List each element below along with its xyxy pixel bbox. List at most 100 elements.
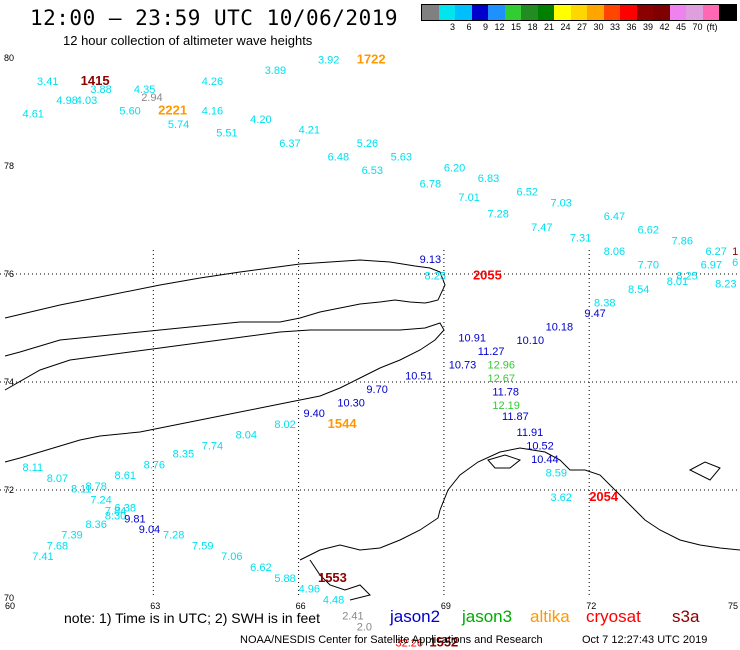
wave-height-label: 10.30	[337, 397, 365, 409]
colorbar-swatch	[455, 5, 472, 20]
colorbar-label: 6	[466, 22, 472, 32]
lat-tick-label: 80	[4, 53, 14, 63]
wave-height-label: 12.96	[487, 360, 515, 372]
colorbar-label: 27	[576, 22, 587, 32]
wave-height-label: 9.47	[584, 308, 605, 320]
wave-height-label: 9.81	[124, 513, 145, 525]
wave-height-label: 9.13	[420, 254, 441, 266]
time-label: 2055	[473, 267, 502, 282]
wave-height-label: 7.28	[163, 530, 184, 542]
wave-height-label: 4.16	[202, 106, 223, 118]
wave-height-label: 3.88	[90, 84, 111, 96]
lat-tick-label: 78	[4, 161, 14, 171]
wave-height-label: 4.35	[134, 84, 155, 96]
wave-height-label: 6.62	[250, 562, 271, 574]
wave-height-label: 6.97	[701, 260, 722, 272]
colorbar-swatch	[521, 5, 538, 20]
wave-height-label: 7.47	[531, 222, 552, 234]
wave-height-label: 32.26	[395, 638, 423, 650]
wave-height-label: 5.88	[274, 573, 295, 585]
colorbar-label: 18	[527, 22, 538, 32]
wave-height-label: 6.53	[362, 165, 383, 177]
novaya-zemlya-coast	[4, 259, 446, 357]
wave-height-label: 8.06	[604, 246, 625, 258]
legend-item-jason3: jason3	[462, 607, 513, 626]
colorbar-label: 42	[659, 22, 670, 32]
wave-height-label: 11.27	[478, 346, 505, 358]
colorbar-label: 70	[692, 22, 703, 32]
mainland-coast	[299, 509, 441, 561]
colorbar-swatch	[438, 5, 455, 20]
wave-height-label: 4.98	[56, 95, 77, 107]
wave-height-label: 10.18	[546, 322, 574, 334]
time-label: 2054	[589, 489, 619, 504]
wave-height-label: 9.04	[139, 524, 160, 536]
wave-height-label: 9.40	[303, 408, 324, 420]
wave-height-label: 8.25	[425, 270, 446, 282]
wave-height-label: 8.04	[236, 430, 257, 442]
wave-height-label: 4.21	[299, 125, 320, 137]
note-text: note: 1) Time is in UTC; 2) SWH is in fe…	[64, 610, 320, 626]
colorbar-swatch	[537, 5, 554, 20]
wave-height-label: 8.78	[85, 481, 106, 493]
wave-height-label: 9.70	[366, 384, 387, 396]
colorbar-swatch	[422, 5, 439, 20]
islet-east	[688, 461, 721, 481]
colorbar-label: 33	[609, 22, 620, 32]
grid-lines	[0, 250, 740, 598]
wave-height-label: 6.83	[478, 173, 499, 185]
lon-tick-label: 63	[150, 601, 160, 611]
wave-height-label: 5.51	[216, 127, 237, 139]
time-label: 2221	[158, 103, 187, 118]
lat-tick-label: 74	[4, 377, 14, 387]
wave-height-label: 6.78	[420, 179, 441, 191]
page-title: 12:00 – 23:59 UTC 10/06/2019	[30, 6, 399, 30]
wave-height-label: 3.92	[318, 54, 339, 66]
wave-height-label: 6.37	[279, 138, 300, 150]
colorbar-swatch	[488, 5, 505, 20]
legend-item-s3a: s3a	[672, 607, 700, 626]
time-label: 1722	[357, 51, 386, 66]
wave-height-label: 6	[732, 257, 738, 269]
wave-height-label: 7.41	[32, 551, 53, 563]
legend-item-altika: altika	[530, 607, 570, 626]
colorbar-swatch	[653, 5, 670, 20]
wave-height-label: 8.30	[105, 511, 126, 523]
timestamp: Oct 7 12:27:43 UTC 2019	[582, 634, 708, 646]
wave-height-label: 4.26	[202, 76, 223, 88]
wave-height-label: 6.48	[328, 152, 349, 164]
colorbar-label: 36	[626, 22, 637, 32]
lat-tick-label: 76	[4, 269, 14, 279]
wave-height-label: 1	[732, 246, 738, 258]
wave-height-label: 8.59	[546, 468, 567, 480]
wave-height-label: 3.62	[550, 492, 571, 504]
wave-height-label: 7.31	[570, 233, 591, 245]
colorbar-label: 30	[593, 22, 604, 32]
legend-item-cryosat: cryosat	[586, 607, 641, 626]
colorbar-swatch	[570, 5, 587, 20]
colorbar-label: 45	[675, 22, 686, 32]
time-label: 1544	[328, 416, 358, 431]
wave-height-label: 2.0	[357, 621, 372, 633]
wave-height-label: 7.59	[192, 540, 213, 552]
wave-height-label: 4.96	[299, 584, 320, 596]
colorbar-label: 21	[543, 22, 554, 32]
colorbar-swatch	[702, 5, 719, 20]
wave-height-label: 7.24	[90, 495, 111, 507]
wave-height-label: 2.94	[141, 92, 162, 104]
colorbar-swatch	[587, 5, 604, 20]
wave-height-label: 6.52	[517, 187, 538, 199]
wave-height-label: 8.35	[173, 449, 194, 461]
lon-tick-label: 75	[728, 601, 738, 611]
wave-height-label: 12.19	[492, 400, 520, 412]
wave-height-label: 3.89	[265, 65, 286, 77]
wave-height-label: 11.78	[492, 387, 519, 399]
wave-height-label: 6.27	[705, 246, 726, 258]
wave-height-label: 10.51	[405, 370, 433, 382]
wave-height-label: 7.70	[638, 260, 659, 272]
wave-height-label: 7.06	[221, 551, 242, 563]
wave-height-label: 10.44	[531, 454, 559, 466]
wave-height-label: 6.20	[444, 162, 465, 174]
lon-tick-label: 66	[296, 601, 306, 611]
